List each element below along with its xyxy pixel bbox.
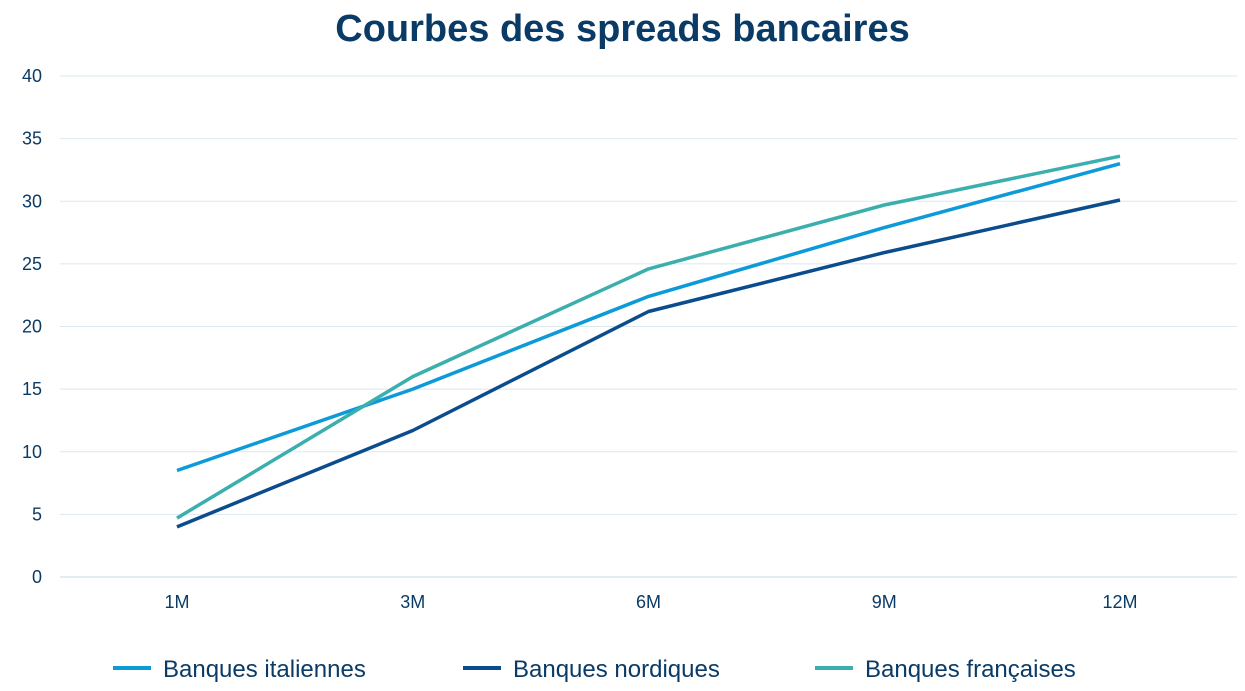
gridlines <box>60 75 1237 578</box>
x-axis-tick-labels: 1M 3M 6M 9M 12M <box>164 592 1137 612</box>
series-line-3 <box>176 154 1121 520</box>
legend: Banques italiennes Banques nordiques Banqu… <box>113 656 1076 683</box>
series-line-1 <box>176 162 1121 473</box>
legend-label: Banques italiennes <box>163 656 366 683</box>
x-tick-label: 12M <box>1102 592 1137 612</box>
y-tick-label: 30 <box>22 191 42 211</box>
x-tick-label: 3M <box>400 592 425 612</box>
x-tick-label: 9M <box>872 592 897 612</box>
chart-title: Courbes des spreads bancaires <box>335 8 910 50</box>
y-axis-tick-labels: 0 5 10 15 20 25 30 35 40 <box>22 66 42 587</box>
series-lines <box>176 154 1121 529</box>
y-tick-label: 5 <box>32 504 42 524</box>
y-tick-label: 0 <box>32 567 42 587</box>
y-tick-label: 10 <box>22 442 42 462</box>
x-tick-label: 1M <box>164 592 189 612</box>
y-tick-label: 35 <box>22 129 42 149</box>
x-tick-label: 6M <box>636 592 661 612</box>
y-tick-label: 20 <box>22 317 42 337</box>
y-tick-label: 25 <box>22 254 42 274</box>
legend-label: Banques françaises <box>865 656 1076 683</box>
y-tick-label: 15 <box>22 379 42 399</box>
legend-label: Banques nordiques <box>513 656 720 683</box>
series-line-2 <box>176 198 1121 529</box>
y-tick-label: 40 <box>22 66 42 86</box>
